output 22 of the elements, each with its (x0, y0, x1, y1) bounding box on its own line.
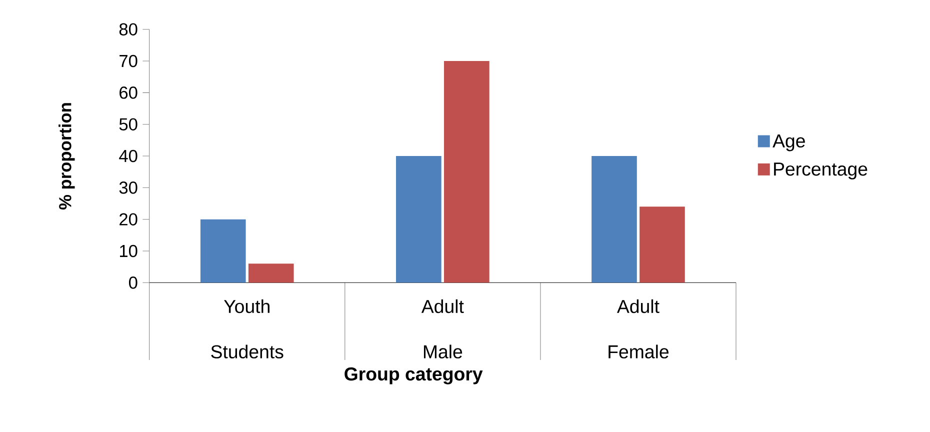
legend-label: Age (772, 134, 805, 152)
y-tick-label: 50 (119, 118, 138, 130)
legend-label: Percentage (774, 162, 868, 180)
y-tick-label: 40 (119, 150, 138, 162)
y-tick-label: 30 (119, 182, 138, 194)
x-axis-title: Group category (344, 367, 483, 384)
bar (640, 206, 685, 283)
bar (248, 264, 294, 283)
y-tick-label: 10 (120, 244, 138, 258)
y-tick-label: 0 (128, 276, 138, 289)
bar (396, 156, 442, 283)
y-tick-label: 80 (119, 23, 138, 36)
y-axis-title: % proportion (58, 103, 75, 210)
bar (592, 156, 637, 283)
y-tick-label: 20 (120, 213, 138, 226)
category-label: Adult Male (421, 299, 464, 358)
y-tick-label: 60 (120, 86, 138, 99)
category-label: Adult Female (608, 299, 669, 358)
category-label: Youth Students (211, 299, 284, 358)
bar (200, 219, 246, 283)
bar (444, 61, 490, 283)
y-tick-label: 70 (120, 54, 138, 68)
